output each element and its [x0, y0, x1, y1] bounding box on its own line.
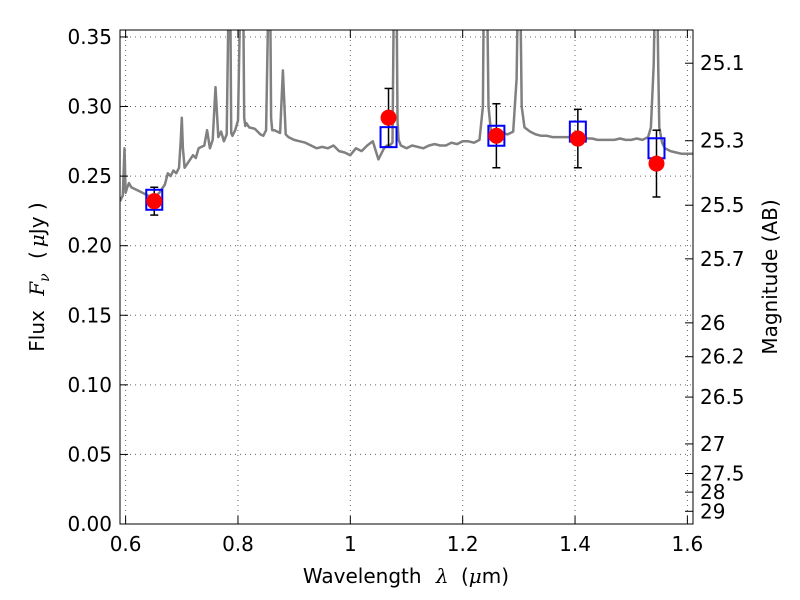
- observed-point: [569, 130, 586, 147]
- y-tick-label: 0.25: [67, 164, 112, 188]
- x-tick-label: 1: [344, 532, 357, 556]
- x-axis-label-text: Wavelength: [303, 564, 422, 588]
- x-axis-label-unit-rest: m): [482, 564, 509, 588]
- y-axis: 0.00 0.05 0.10 0.15 0.20 0.25 0.30 0.35: [67, 25, 128, 536]
- y2-tick-label: 28: [700, 480, 725, 504]
- y2-tick-label: 26: [700, 311, 725, 335]
- x-tick-label: 1.6: [671, 532, 703, 556]
- y-tick-label: 0.35: [67, 25, 112, 49]
- y-tick-label: 0.10: [67, 373, 112, 397]
- y-axis-label: Flux Fν ( μJy ): [25, 202, 54, 351]
- x-tick-label: 0.6: [110, 532, 142, 556]
- y-tick-label: 0.30: [67, 95, 112, 119]
- y2-tick-label: 26.2: [700, 345, 745, 369]
- plot-frame: [119, 29, 694, 525]
- photometry-group: [145, 87, 666, 216]
- y-tick-label: 0.05: [67, 442, 112, 466]
- y2-tick-label: 25.3: [700, 129, 745, 153]
- observed-point: [488, 127, 505, 144]
- model-flux-box: [145, 188, 164, 211]
- y2-tick-label: 27: [700, 432, 725, 456]
- y-tick-label: 0.20: [67, 234, 112, 258]
- x-axis: 0.6 0.8 1 1.2 1.4 1.6: [110, 30, 703, 556]
- y-axis-label-text: Flux: [25, 310, 49, 352]
- model-flux-box: [379, 126, 398, 149]
- y2-tick-label: 27.5: [700, 461, 745, 485]
- x-axis-label: Wavelength λ (μm): [303, 564, 509, 588]
- y2-axis-label: Magnitude (AB): [758, 199, 782, 354]
- y2-tick-label: 29: [700, 499, 725, 523]
- observed-point: [380, 109, 397, 126]
- y-tick-label: 0.00: [67, 512, 112, 536]
- y2-tick-label: 25.1: [700, 51, 745, 75]
- observed-point: [648, 155, 665, 172]
- y2-tick-label: 25.5: [700, 193, 745, 217]
- y-axis-label-unit-mu: μ: [25, 234, 49, 247]
- y-axis-label-unit-open: (: [25, 251, 49, 259]
- y-axis-label-symbol-sub: ν: [37, 273, 53, 282]
- y-axis-label-unit-rest: Jy ): [25, 202, 49, 236]
- observed-point: [146, 193, 163, 210]
- y2-tick-label: 25.7: [700, 247, 745, 271]
- y-axis-label-symbol: F: [25, 281, 49, 297]
- x-tick-label: 1.2: [447, 532, 479, 556]
- x-axis-label-unit-open: (: [461, 564, 469, 588]
- x-tick-label: 0.8: [222, 532, 254, 556]
- x-tick-label: 1.4: [559, 532, 591, 556]
- y-tick-label: 0.15: [67, 303, 112, 327]
- y2-tick-label: 26.5: [700, 385, 745, 409]
- x-axis-label-symbol: λ: [435, 564, 449, 588]
- x-axis-label-unit-mu: μ: [469, 564, 482, 588]
